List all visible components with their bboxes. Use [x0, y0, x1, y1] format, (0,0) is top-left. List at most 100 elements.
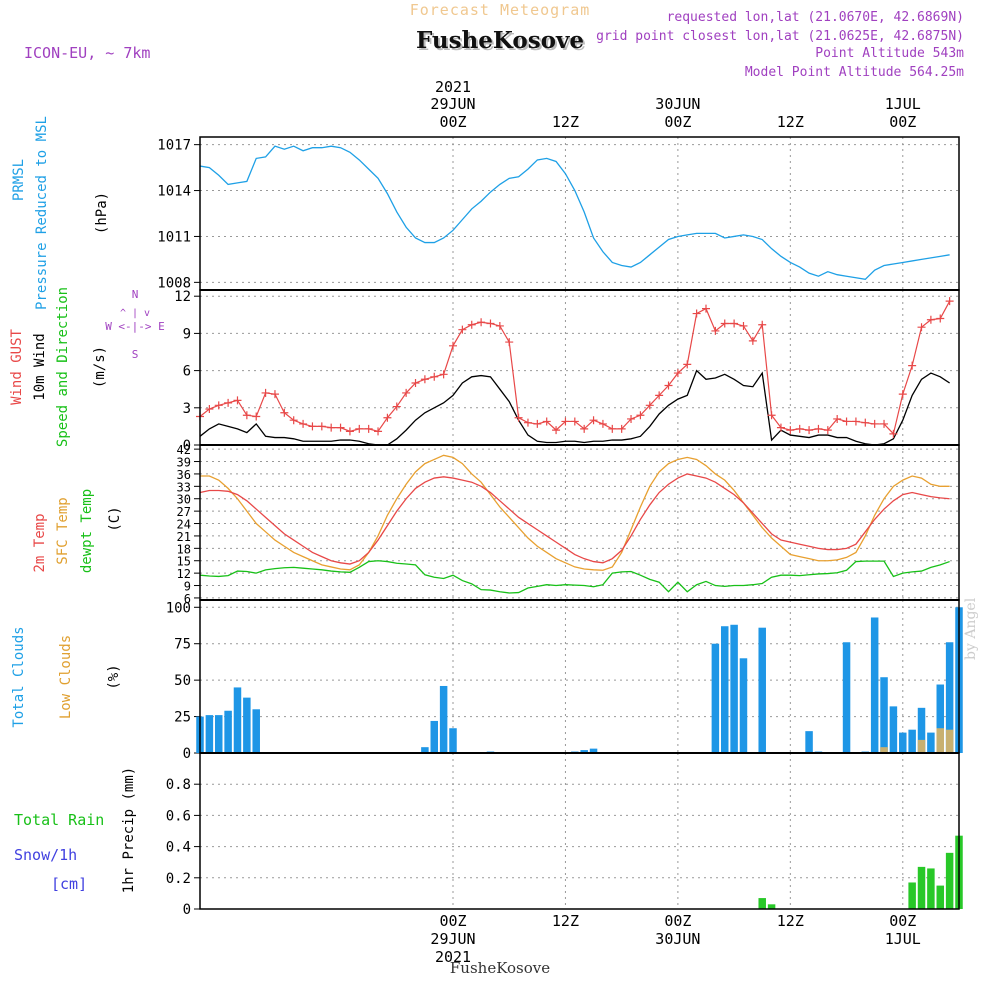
pressure-label-2: Pressure Reduced to MSL: [34, 116, 50, 310]
y-tick-label-temp: 15: [177, 555, 191, 569]
total-cloud-bar: [580, 750, 588, 753]
requested-coords: requested lon,lat (21.0670E, 42.6869N): [666, 10, 964, 25]
total-cloud-bar: [908, 729, 916, 753]
total-cloud-bar: [842, 642, 851, 753]
top-time-date: 30JUN: [655, 95, 700, 113]
wind-unit-label: (m/s): [92, 346, 108, 388]
gust-point: [739, 321, 748, 330]
total-cloud-label-group: Total Clouds: [11, 626, 27, 727]
total-cloud-bar: [758, 627, 766, 753]
gust-point: [917, 323, 926, 332]
panel-frame-precip: [199, 752, 960, 910]
total-cloud-bar: [889, 706, 898, 753]
gust-point: [205, 405, 214, 414]
y-tick-label-wind: 12: [174, 289, 191, 305]
y-tick-label-pressure: 1017: [157, 138, 191, 154]
t2m-label: 2m Temp: [32, 513, 48, 572]
y-tick-label-temp: 39: [177, 456, 191, 470]
gust-point: [411, 379, 420, 387]
gust-point: [945, 297, 954, 306]
top-time-hour: 12Z: [777, 113, 804, 131]
y-tick-label-clouds: 75: [174, 637, 191, 653]
y-tick-label-precip: 0.2: [166, 871, 191, 887]
wind-gust-label-group: Wind GUST: [9, 329, 25, 405]
gust-point: [289, 416, 298, 425]
total-cloud-bar: [449, 728, 457, 753]
gust-point: [814, 424, 823, 433]
gust-point: [270, 390, 279, 399]
gust-point: [861, 418, 870, 427]
bottom-time-year: 2021: [435, 948, 471, 966]
low-cloud-bar: [917, 739, 926, 753]
y-tick-label-precip: 0.6: [166, 808, 191, 824]
gust-point: [364, 424, 373, 433]
y-tick-label-wind: 0: [183, 438, 191, 454]
gust-point: [561, 417, 570, 426]
snow-unit-label: [cm]: [51, 875, 87, 893]
credit-text: by Angel: [963, 597, 979, 660]
gust-point: [505, 338, 514, 347]
gust-point: [758, 320, 767, 329]
gust-point: [683, 360, 692, 369]
panel-frame-temp: [199, 444, 960, 601]
gust-point: [374, 427, 383, 436]
wind-speed-dir-label: Speed and Direction: [55, 287, 71, 447]
gust-point: [889, 429, 898, 438]
y-tick-label-clouds: 50: [174, 673, 191, 689]
total-cloud-bar: [739, 658, 748, 753]
gust-point: [608, 424, 617, 433]
wind10-label-group: 10m Wind: [32, 333, 48, 400]
gust-point: [589, 416, 598, 425]
total-cloud-bar: [805, 731, 813, 753]
sfc-temp-label: SFC Temp: [55, 497, 71, 564]
gust-point: [420, 375, 429, 384]
gust-point: [786, 426, 795, 435]
cloud-unit-label-group: (%): [106, 664, 122, 689]
total-cloud-bar: [945, 642, 954, 753]
gust-point: [486, 319, 495, 328]
gust-point: [767, 411, 776, 420]
y-tick-label-precip: 0: [183, 902, 191, 918]
top-time-date: 29JUN: [430, 95, 475, 113]
y-tick-label-wind: 3: [183, 401, 191, 417]
t2m-label-group: 2m Temp: [32, 513, 48, 572]
total-cloud-bar: [214, 715, 223, 753]
y-tick-label-temp: 9: [184, 580, 191, 594]
gust-point: [702, 304, 710, 313]
gust-point: [870, 419, 879, 428]
station-name: FusheKosove: [415, 27, 585, 54]
bottom-time-hour: 12Z: [552, 912, 579, 930]
panel-frame-pressure: [199, 136, 960, 291]
bottom-time-date: 30JUN: [655, 930, 700, 948]
gust-point: [776, 423, 785, 432]
y-tick-label-temp: 21: [177, 530, 191, 544]
precip-axis-label: 1hr Precip (mm): [121, 767, 137, 893]
y-tick-label-pressure: 1011: [157, 229, 191, 245]
y-tick-label-temp: 30: [177, 493, 191, 507]
closest-coords: grid point closest lon,lat (21.0625E, 42…: [596, 29, 964, 44]
gust-point: [224, 398, 233, 407]
rain-bar: [936, 885, 945, 909]
y-tick-label-pressure: 1014: [157, 184, 191, 200]
total-cloud-bar: [205, 715, 214, 753]
top-time-hour: 12Z: [552, 113, 579, 131]
total-cloud-bar: [899, 732, 907, 753]
rain-bar: [945, 852, 954, 909]
total-cloud-bar: [439, 685, 448, 753]
gust-point: [617, 424, 626, 433]
y-tick-label-wind: 9: [183, 326, 191, 342]
gust-point: [823, 426, 832, 435]
gust-point: [252, 412, 261, 421]
bottom-time-hour: 12Z: [777, 912, 804, 930]
total-cloud-bar: [880, 677, 888, 753]
y-tick-label-clouds: 25: [174, 710, 191, 726]
pressure-unit-label-group: (hPa): [94, 192, 110, 234]
y-tick-label-precip: 0.8: [166, 777, 191, 793]
y-tick-label-precip: 0.4: [166, 840, 191, 856]
gust-series-line: [199, 300, 951, 436]
gust-point: [327, 423, 336, 432]
bottom-time-hour: 00Z: [664, 912, 691, 930]
wind-unit-label-group: (m/s): [92, 346, 108, 388]
y-tick-label-pressure: 1008: [157, 275, 191, 291]
